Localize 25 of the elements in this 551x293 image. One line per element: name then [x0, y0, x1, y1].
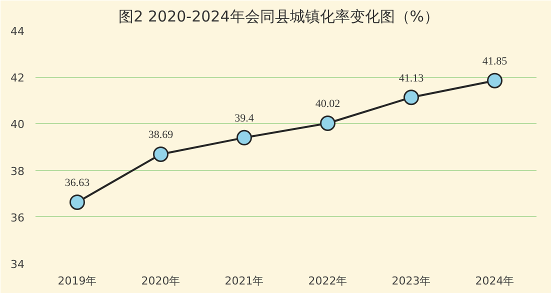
data-label: 41.85 [482, 56, 508, 68]
y-tick-label: 40 [10, 118, 25, 132]
x-tick-label: 2022年 [308, 274, 348, 288]
point [487, 72, 502, 88]
y-tick-label: 44 [10, 25, 25, 38]
point [320, 116, 336, 131]
y-tick-label: 42 [10, 72, 25, 85]
y-tick-label: 38 [10, 164, 25, 178]
x-tick-label: 2021年 [224, 274, 264, 288]
data-label: 40.02 [315, 98, 340, 110]
x-tick-label: 2024年 [475, 274, 514, 288]
data-label: 38.69 [148, 129, 174, 142]
y-tick-label: 34 [10, 258, 25, 271]
y-tick-label: 36 [10, 211, 25, 224]
point [153, 146, 168, 162]
data-label: 36.63 [64, 177, 90, 190]
chart-title: 图2 2020-2024年会同县城镇化率变化图（%） [118, 8, 440, 26]
data-label: 41.13 [398, 72, 424, 84]
point [70, 194, 85, 210]
x-tick-label: 2020年 [141, 274, 180, 288]
point [404, 90, 419, 106]
point [236, 130, 252, 146]
data-label: 39.4 [234, 112, 254, 125]
x-tick-label: 2019年 [58, 274, 97, 288]
x-tick-label: 2023年 [392, 274, 431, 288]
